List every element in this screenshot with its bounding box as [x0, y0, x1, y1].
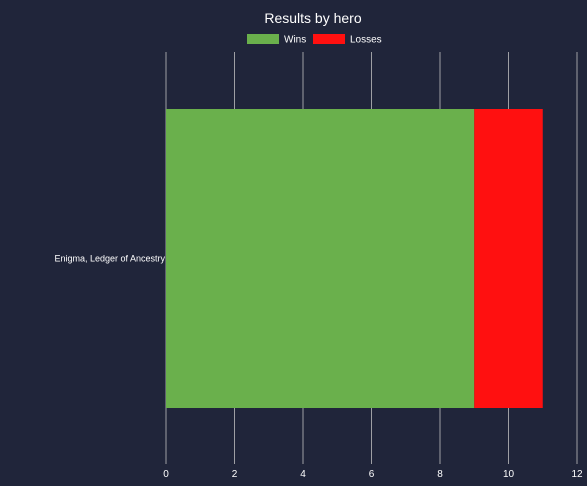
- legend-swatch-wins: [247, 34, 279, 44]
- x-axis-tick-labels: 0 2 4 6 8 10 12: [163, 469, 583, 480]
- category-label-0: Enigma, Ledger of Ancestry: [54, 254, 165, 264]
- legend-label-wins: Wins: [284, 35, 306, 46]
- legend-swatch-losses: [313, 34, 345, 44]
- bar-wins-0[interactable]: [166, 109, 475, 408]
- x-tick-label-2: 2: [232, 469, 238, 480]
- legend-label-losses: Losses: [350, 35, 382, 46]
- chart-title: Results by hero: [264, 10, 361, 26]
- x-tick-label-0: 0: [163, 469, 169, 480]
- legend-item-wins[interactable]: Wins: [247, 34, 306, 46]
- x-tick-label-8: 8: [437, 469, 443, 480]
- x-tick-label-10: 10: [503, 469, 515, 480]
- bar-losses-0[interactable]: [474, 109, 543, 408]
- y-axis-category-labels: Enigma, Ledger of Ancestry: [54, 254, 165, 264]
- x-tick-label-4: 4: [300, 469, 306, 480]
- x-tick-label-6: 6: [369, 469, 375, 480]
- bars: [166, 109, 543, 408]
- legend: Wins Losses: [247, 34, 382, 46]
- x-tick-label-12: 12: [571, 469, 583, 480]
- legend-item-losses[interactable]: Losses: [313, 34, 382, 46]
